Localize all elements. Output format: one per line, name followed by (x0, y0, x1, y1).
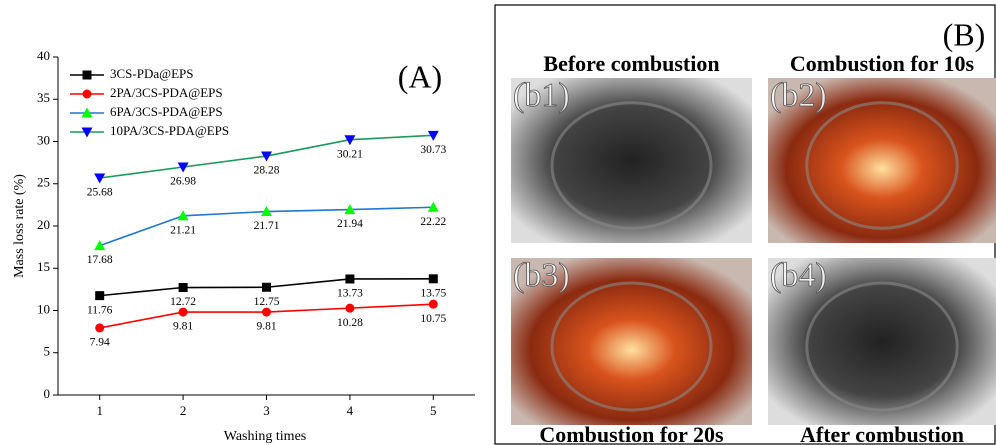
photo-tag: (b1) (513, 77, 570, 114)
data-label: 30.73 (420, 144, 446, 156)
data-label: 13.73 (337, 288, 363, 300)
data-label: 10.75 (420, 313, 446, 325)
marker (95, 323, 104, 332)
photo-caption: Before combustion (543, 51, 719, 76)
y-tick-label: 15 (37, 259, 50, 274)
y-tick-label: 35 (37, 90, 50, 105)
marker (345, 274, 354, 283)
photo-tag: (b3) (513, 257, 570, 294)
x-tick-label: 5 (430, 403, 437, 418)
marker (94, 240, 105, 250)
data-label: 9.81 (256, 321, 276, 333)
legend-label: 6PA/3CS-PDA@EPS (110, 104, 223, 119)
y-tick-label: 20 (37, 217, 50, 232)
marker (429, 274, 438, 283)
marker (262, 283, 271, 292)
marker (179, 308, 188, 317)
marker (429, 300, 438, 309)
photo-caption: After combustion (800, 422, 964, 445)
legend-label: 2PA/3CS-PDA@EPS (110, 85, 223, 100)
data-label: 22.22 (420, 216, 446, 228)
data-label: 21.21 (170, 224, 196, 236)
legend-label: 10PA/3CS-PDA@EPS (110, 123, 229, 138)
panel-a-label: (A) (398, 58, 442, 94)
data-label: 10.28 (337, 317, 363, 329)
y-axis-title: Mass loss rate (%) (12, 174, 27, 278)
photo-caption: Combustion for 10s (790, 51, 975, 76)
data-label: 25.68 (87, 187, 113, 199)
legend-marker (83, 71, 92, 80)
y-tick-label: 25 (37, 175, 50, 190)
data-label: 11.76 (87, 304, 113, 316)
data-label: 17.68 (87, 254, 113, 266)
legend-label: 3CS-PDa@EPS (110, 66, 194, 81)
data-label: 12.75 (254, 296, 280, 308)
data-label: 26.98 (170, 176, 196, 188)
data-label: 12.72 (170, 296, 196, 308)
data-label: 21.71 (254, 220, 280, 232)
data-label: 9.81 (173, 321, 193, 333)
data-label: 21.94 (337, 218, 363, 230)
x-tick-label: 3 (263, 403, 270, 418)
y-tick-label: 40 (37, 48, 50, 63)
x-tick-label: 1 (96, 403, 103, 418)
marker (95, 291, 104, 300)
x-axis-title: Washing times (224, 429, 306, 444)
marker (179, 283, 188, 292)
data-label: 30.21 (337, 148, 363, 160)
y-tick-label: 30 (37, 132, 50, 147)
marker (94, 174, 105, 184)
y-tick-label: 5 (44, 344, 51, 359)
photo-tag: (b2) (770, 77, 827, 114)
data-label: 28.28 (254, 165, 280, 177)
marker (262, 308, 271, 317)
legend-marker (83, 90, 92, 99)
data-label: 13.75 (420, 287, 446, 299)
marker (345, 304, 354, 313)
x-tick-label: 2 (180, 403, 187, 418)
figure: (B) (A) Washing times Mass loss rate (%)… (0, 0, 996, 445)
photo-caption: Combustion for 20s (539, 422, 724, 445)
x-tick-label: 4 (347, 403, 354, 418)
y-tick-label: 0 (44, 386, 51, 401)
panel-b-label: (B) (943, 16, 986, 52)
y-tick-label: 10 (37, 301, 50, 316)
data-label: 7.94 (90, 337, 110, 349)
photo-tag: (b4) (770, 257, 827, 294)
